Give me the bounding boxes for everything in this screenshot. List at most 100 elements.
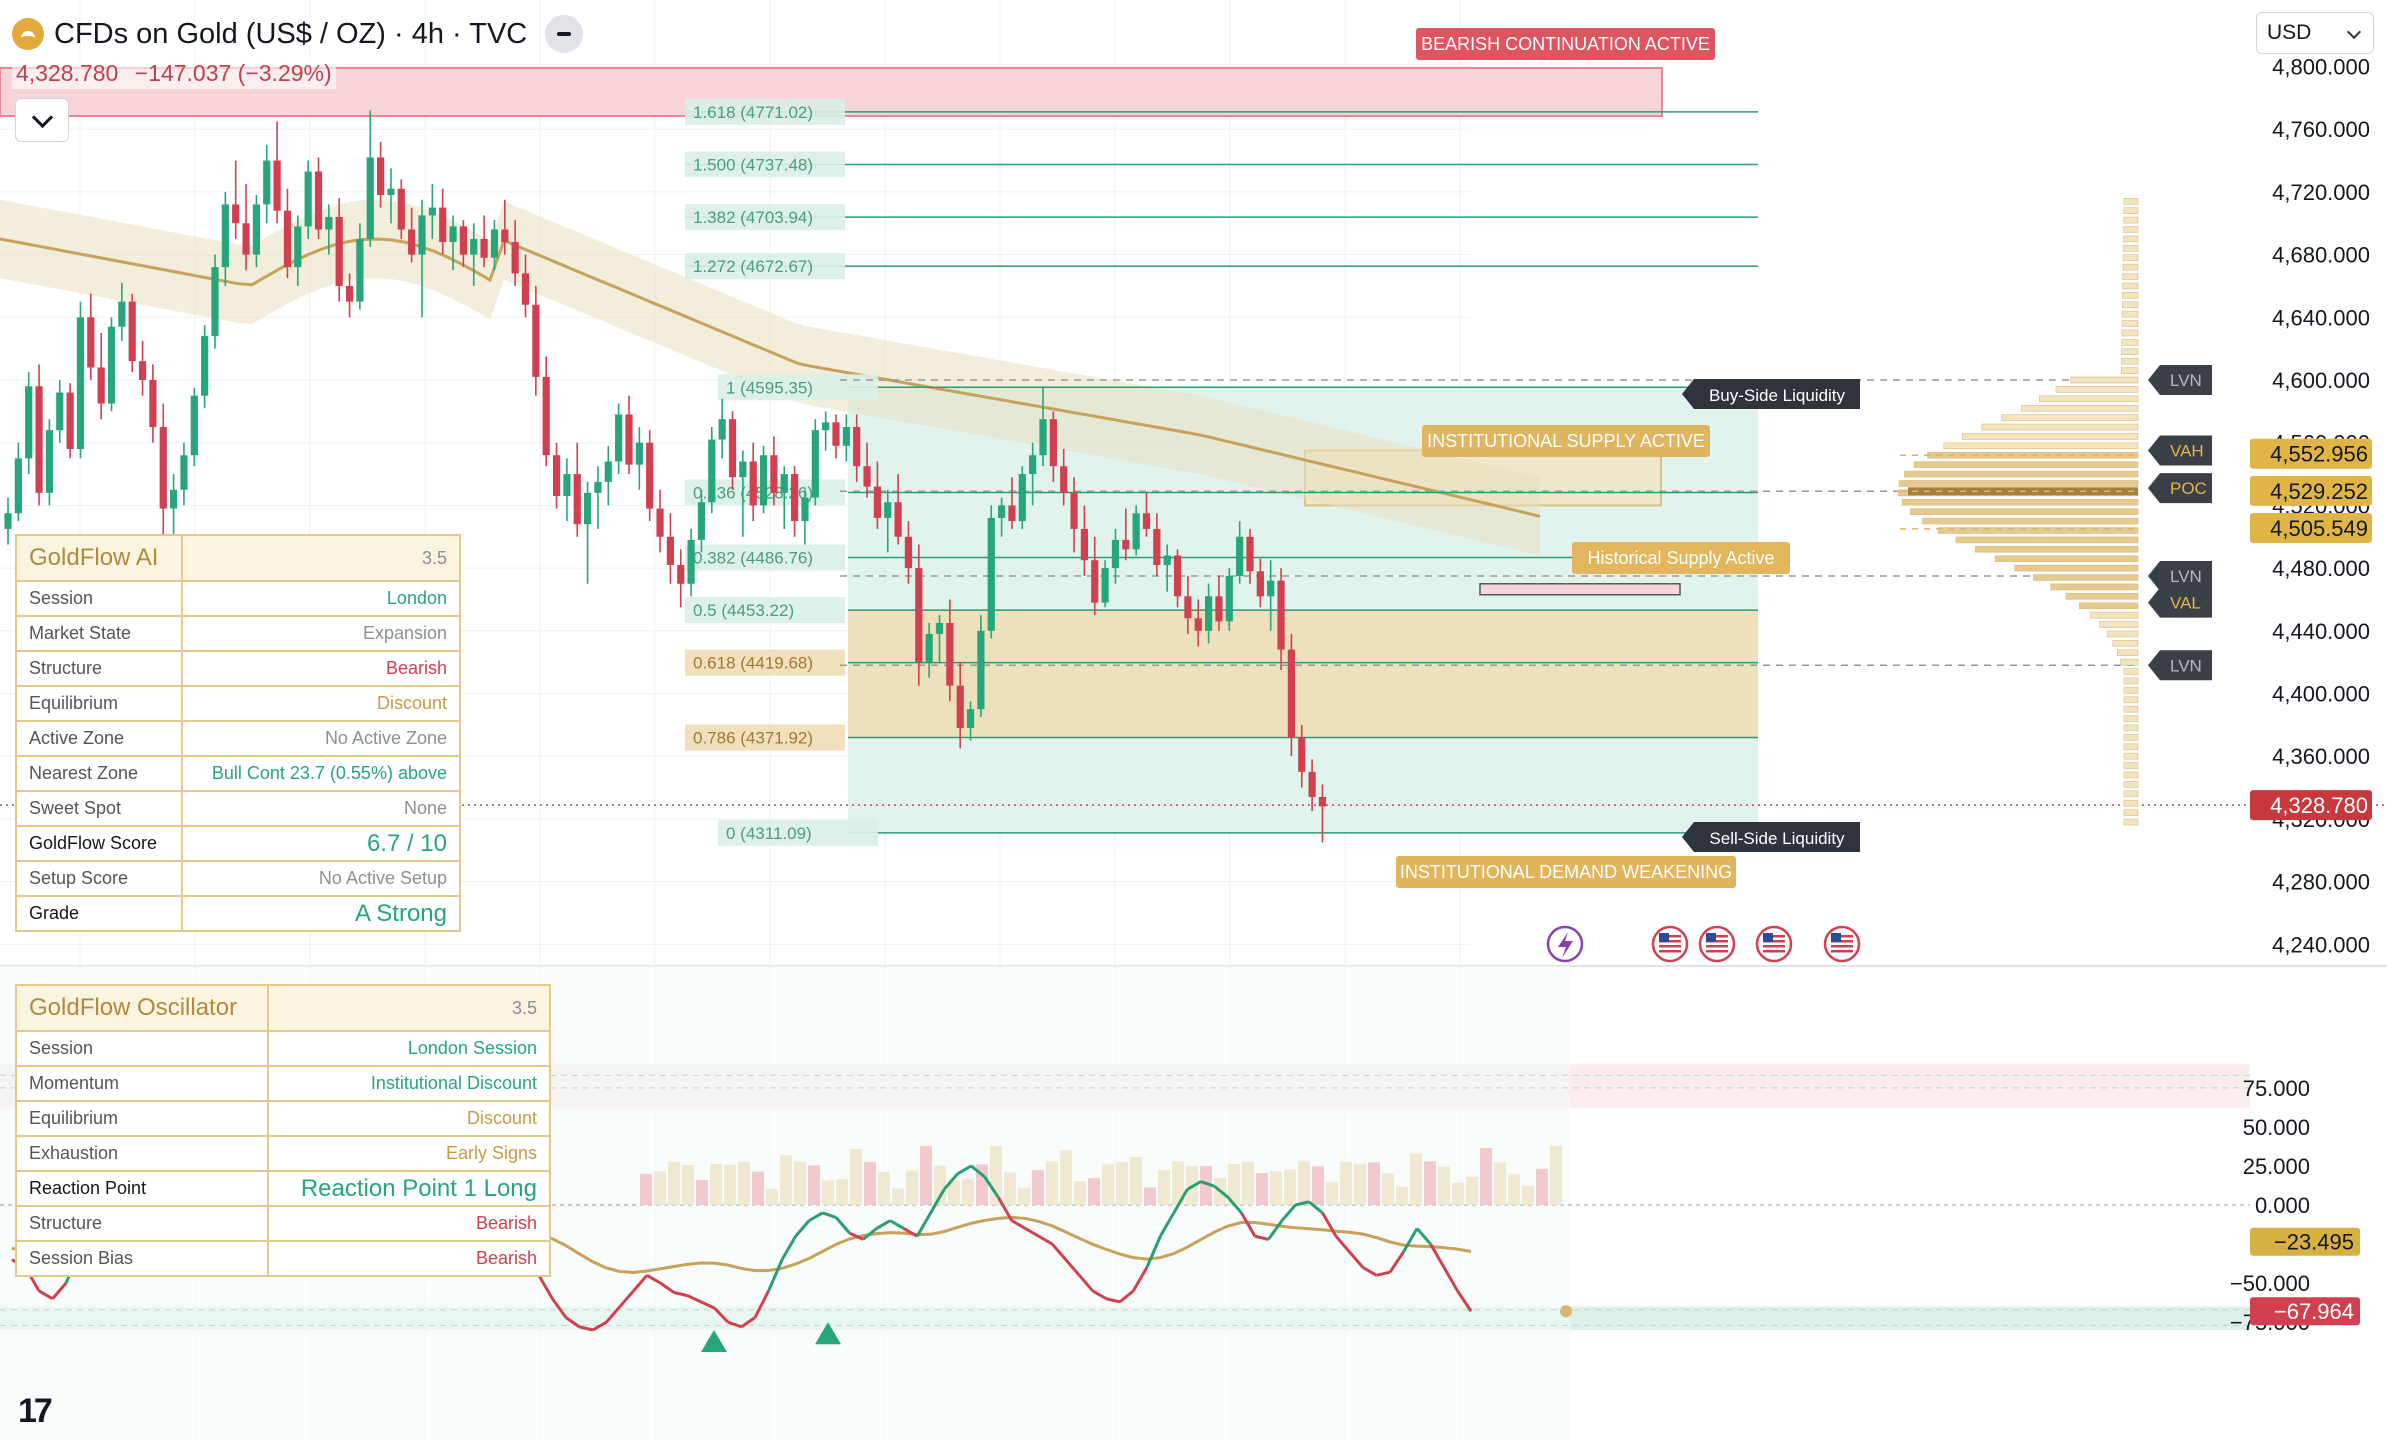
price-tick-label: 4,280.000 bbox=[2272, 870, 2370, 895]
candle-body bbox=[521, 273, 530, 305]
row-value: Early Signs bbox=[266, 1135, 552, 1172]
bearish-continuation-tag-label: BEARISH CONTINUATION ACTIVE bbox=[1421, 34, 1710, 54]
candle-body bbox=[770, 455, 778, 493]
candle-body bbox=[1091, 560, 1099, 603]
currency-label: USD bbox=[2267, 21, 2312, 44]
candle-body bbox=[625, 414, 633, 465]
profile-bar bbox=[1994, 555, 2139, 562]
flag-canton bbox=[1831, 933, 1841, 942]
profile-bar bbox=[2001, 414, 2139, 421]
osc-value-tag-label: −67.964 bbox=[2274, 1299, 2354, 1324]
candle-body bbox=[138, 361, 147, 380]
gold-coin-icon bbox=[12, 18, 44, 50]
candle-body bbox=[325, 216, 333, 230]
sell-side-liquidity-tag bbox=[1682, 822, 1860, 852]
osc-histogram-bar bbox=[976, 1164, 988, 1205]
candle-body bbox=[594, 481, 602, 493]
osc-fast-segment bbox=[780, 1235, 797, 1261]
profile-bar bbox=[2123, 677, 2139, 685]
legend-toggle-button[interactable] bbox=[15, 98, 69, 142]
osc-histogram-bar bbox=[668, 1161, 680, 1205]
osc-fast-segment bbox=[51, 1282, 68, 1300]
osc-fast-segment bbox=[1295, 1200, 1310, 1207]
profile-bar bbox=[2120, 658, 2139, 666]
chevron-down-icon bbox=[31, 106, 53, 128]
lightning-glyph bbox=[1558, 932, 1573, 958]
profile-tag bbox=[2148, 473, 2212, 504]
osc-histogram-bar bbox=[1522, 1186, 1534, 1205]
candle-body bbox=[1267, 580, 1275, 597]
tradingview-logo[interactable]: 17 bbox=[18, 1392, 53, 1430]
osc-fast-segment bbox=[1240, 1212, 1257, 1237]
osc-histogram-bar bbox=[1550, 1145, 1562, 1205]
osc-fast-segment bbox=[1051, 1243, 1067, 1261]
candle-body bbox=[646, 442, 654, 509]
panel-row: Exhaustion Early Signs bbox=[15, 1135, 552, 1172]
profile-bar bbox=[2065, 593, 2139, 600]
candle-body bbox=[677, 564, 685, 584]
candle-body bbox=[1018, 474, 1026, 522]
panel-row: Reaction Point Reaction Point 1 Long bbox=[15, 1170, 552, 1207]
panel-row: Structure Bearish bbox=[15, 650, 462, 687]
osc-histogram-bar bbox=[696, 1179, 708, 1205]
osc-histogram-bar bbox=[1508, 1173, 1520, 1205]
flag-stripe bbox=[1659, 935, 1681, 938]
osc-histogram-bar bbox=[1116, 1162, 1128, 1205]
candle-body bbox=[811, 430, 819, 498]
profile-tag bbox=[2148, 587, 2212, 618]
symbol-header[interactable]: CFDs on Gold (US$ / OZ) · 4h · TVC bbox=[12, 14, 584, 54]
osc-histogram-bar bbox=[794, 1161, 806, 1205]
candle-body bbox=[584, 492, 592, 525]
row-value: Bearish bbox=[266, 1205, 552, 1242]
price-tag bbox=[2250, 790, 2372, 821]
osc-histogram-bar bbox=[1102, 1164, 1114, 1205]
candle-body bbox=[884, 502, 892, 518]
candle-body bbox=[1039, 419, 1047, 456]
osc-fast-segment bbox=[686, 1294, 702, 1304]
flag-stripe bbox=[1706, 950, 1728, 953]
candle-body bbox=[532, 304, 540, 377]
row-label: Structure bbox=[15, 650, 183, 687]
osc-fast-segment bbox=[1254, 1234, 1269, 1241]
profile-tag-label: VAH bbox=[2170, 442, 2204, 461]
row-label: Nearest Zone bbox=[15, 755, 183, 792]
osc-histogram-bar bbox=[640, 1173, 652, 1205]
osc-value-tag bbox=[2250, 1297, 2360, 1326]
candle-body bbox=[604, 461, 612, 482]
profile-tag-label: POC bbox=[2170, 479, 2207, 498]
osc-histogram-bar bbox=[1158, 1169, 1170, 1205]
panel-row: Equilibrium Discount bbox=[15, 1100, 552, 1137]
panel-row: Session London Session bbox=[15, 1030, 552, 1067]
candle-body bbox=[107, 326, 116, 404]
osc-fast-segment bbox=[1038, 1234, 1054, 1246]
profile-bar bbox=[2123, 762, 2139, 769]
profile-bar bbox=[2121, 357, 2139, 365]
candle-body bbox=[573, 474, 581, 525]
candle-body bbox=[749, 461, 757, 506]
institutional-demand-tag bbox=[1396, 856, 1736, 888]
goldflow-ai-panel: GoldFlow AI 3.5 Session London Market Stat… bbox=[15, 534, 462, 932]
candle-body bbox=[1111, 539, 1120, 569]
panel-row: GoldFlow Score 6.7 / 10 bbox=[15, 825, 462, 862]
osc-histogram-bar bbox=[1326, 1182, 1338, 1205]
fib-levels: 1.618 (4771.02) 1.500 (4737.48) 1.382 (470… bbox=[0, 98, 2387, 846]
osc-histogram-bar bbox=[850, 1149, 862, 1205]
profile-bar bbox=[2123, 198, 2139, 205]
candle-body bbox=[563, 474, 571, 496]
candle-body bbox=[66, 392, 74, 449]
osc-fast-segment bbox=[1024, 1227, 1040, 1238]
osc-fast-segment bbox=[1092, 1289, 1108, 1301]
candle-body bbox=[1287, 649, 1295, 738]
collapse-indicator-button[interactable] bbox=[545, 15, 584, 53]
candle-body bbox=[1122, 539, 1130, 550]
candle-body bbox=[1215, 596, 1223, 622]
currency-select[interactable]: USD bbox=[2256, 12, 2374, 54]
osc-fast-segment bbox=[970, 1164, 986, 1179]
osc-value-tag bbox=[2250, 1227, 2360, 1256]
osc-fast-segment bbox=[915, 1212, 932, 1237]
candle-body bbox=[356, 238, 364, 302]
candle-body bbox=[1029, 455, 1037, 475]
osc-fast-segment bbox=[808, 1211, 824, 1222]
osc-fast-segment bbox=[646, 1274, 662, 1285]
osc-fast-segment bbox=[1388, 1251, 1405, 1274]
